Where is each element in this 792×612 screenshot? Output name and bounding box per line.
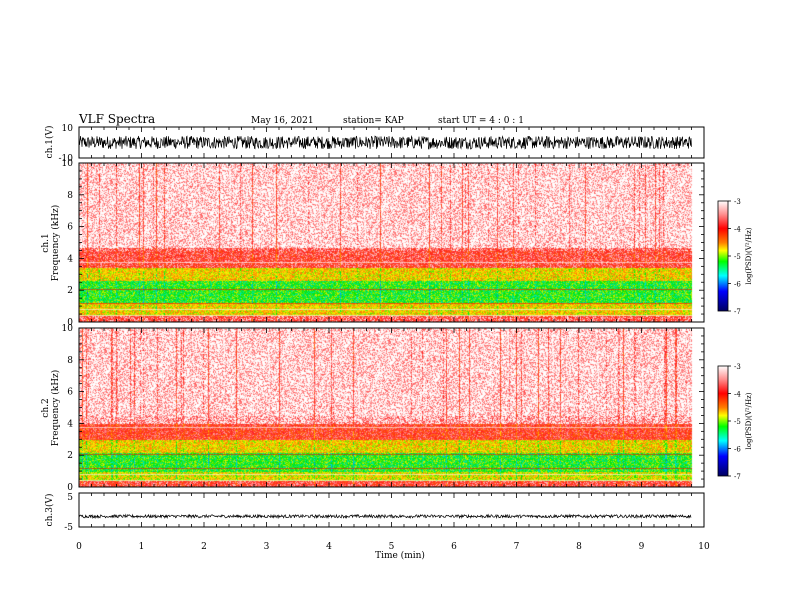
ch2-freq-ylabel-channel: ch.2 [41,398,51,417]
ch3-ytick-top: 5 [67,493,73,503]
frequency-tick-label: 0 [67,318,73,328]
time-tick-label: 9 [639,542,645,552]
frequency-tick-label: 10 [62,324,74,334]
start-time-label: start UT = 4 : 0 : 1 [438,116,524,126]
ch1-spectrogram-panel: 0 2 4 6 8 10 ch.1 Frequency (kHz) [41,159,705,328]
time-tick-label: 10 [698,542,710,552]
colorbar-tick-label: -6 [734,281,741,289]
ch1-colorbar-label: log(PSD)(V²/Hz) [745,227,753,284]
time-tick-labels: 0 1 2 3 4 5 6 7 8 9 10 [76,542,710,552]
frequency-tick-label: 0 [67,483,73,493]
ch3-time-ticks [78,493,705,527]
ch2-time-ticks [78,328,705,487]
frequency-tick-label: 10 [62,159,74,169]
time-tick-label: 2 [201,542,207,552]
ch2-spectrogram-panel: 0 2 4 6 8 10 ch.2 Frequency (kHz) [41,324,705,493]
colorbar-tick-label: -3 [734,363,741,371]
ch3-waveform-frame [78,492,705,528]
ch1-xticks [78,127,705,158]
time-tick-label: 8 [576,542,582,552]
station-label: station= KAP [343,116,404,126]
ch1-ytick-top: 10 [62,124,74,134]
ch2-colorbar: -3 -4 -5 -6 -7 log(PSD)(V²/Hz) [717,363,753,481]
frequency-tick-label: 2 [67,451,73,461]
frequency-tick-label: 4 [67,419,73,429]
time-tick-label: 3 [264,542,270,552]
time-tick-label: 0 [76,542,82,552]
figure-title: VLF Spectra [78,112,155,126]
frequency-tick-label: 2 [67,286,73,296]
colorbar-tick-label: -3 [734,198,741,206]
ch1-colorbar-gradient [717,200,729,312]
ch1-colorbar-ticks: -3 -4 -5 -6 -7 [728,198,741,316]
ch1-frequency-label: Frequency (kHz) [50,205,61,282]
date-label: May 16, 2021 [251,116,314,126]
ch1-ytick-bottom: -10 [59,154,74,164]
ch1-spectrogram-image [79,163,704,322]
ch1-ylabel: ch.1(V) [44,126,55,159]
ch1-channel-label: ch.1 [41,233,51,252]
colorbar-tick-label: -7 [734,308,741,316]
time-tick-label: 4 [326,542,332,552]
ch3-waveform-trace [78,513,692,520]
ch2-frequency-ticks: 0 2 4 6 8 10 [62,324,704,493]
ch1-time-ticks [78,163,705,322]
ch1-colorbar: -3 -4 -5 -6 -7 log(PSD)(V²/Hz) [717,198,753,316]
ch1-freq-ylabel-channel: ch.1 [41,233,51,252]
colorbar-tick-label: -4 [734,226,741,234]
time-axis-label: Time (min) [375,550,425,561]
ch1-waveform-trace [78,135,692,150]
colorbar-tick-label: -7 [734,473,741,481]
frequency-tick-label: 8 [67,191,73,201]
ch1-frequency-ticks: 0 2 4 6 8 10 [62,159,704,328]
ch1-waveform-panel: 10 -10 ch.1(V) [44,124,705,164]
frequency-tick-label: 4 [67,254,73,264]
time-tick-label: 1 [139,542,145,552]
colorbar-tick-label: -6 [734,446,741,454]
time-tick-label: 5 [389,542,395,552]
ch2-spectrogram-image [79,328,704,487]
ch2-frequency-label: Frequency (kHz) [50,370,61,447]
frequency-tick-label: 6 [67,388,73,398]
ch1-freq-ylabel: Frequency (kHz) [50,205,61,282]
ch2-freq-ylabel: Frequency (kHz) [50,370,61,447]
ch3-ylabel: ch.3(V) [44,494,55,527]
ch2-colorbar-ticks: -3 -4 -5 -6 -7 [728,363,741,481]
time-tick-label: 7 [514,542,520,552]
ch2-channel-label: ch.2 [41,398,51,417]
colorbar-tick-label: -5 [734,418,741,426]
frequency-tick-label: 6 [67,223,73,233]
time-tick-label: 6 [451,542,457,552]
ch2-colorbar-label: log(PSD)(V²/Hz) [745,392,753,449]
colorbar-tick-label: -4 [734,391,741,399]
colorbar-tick-label: -5 [734,253,741,261]
frequency-tick-label: 8 [67,356,73,366]
ch3-ytick-bottom: -5 [64,523,73,533]
ch3-waveform-panel: 5 -5 ch.3(V) 0 1 2 3 4 5 6 7 8 9 10 Time (min) [44,492,710,561]
ch2-colorbar-gradient [717,365,729,477]
